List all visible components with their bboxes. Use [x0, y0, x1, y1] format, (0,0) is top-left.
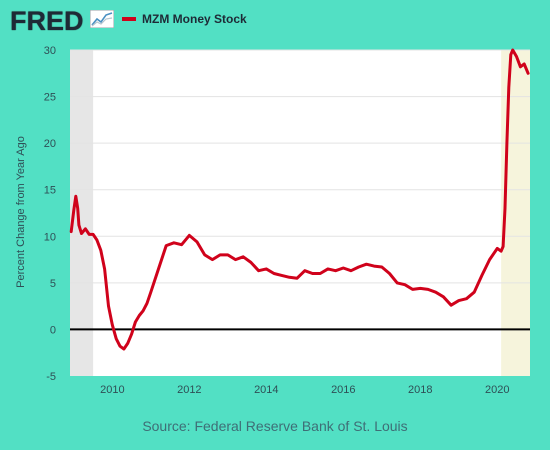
legend-label: MZM Money Stock — [142, 12, 247, 26]
fred-logo-text: FRED — [10, 6, 84, 36]
y-tick-label: 5 — [50, 278, 56, 290]
y-tick-label: 25 — [44, 92, 56, 104]
y-tick-label: -5 — [46, 371, 56, 383]
y-tick-label: 10 — [44, 231, 56, 243]
x-tick-label: 2016 — [331, 384, 355, 396]
x-tick-label: 2018 — [408, 384, 432, 396]
y-tick-label: 20 — [44, 138, 56, 150]
recession-band — [70, 50, 94, 376]
x-tick-label: 2010 — [100, 384, 124, 396]
source-text: Source: Federal Reserve Bank of St. Loui… — [142, 418, 408, 434]
legend: MZM Money Stock — [122, 12, 247, 26]
plot-background — [70, 50, 530, 376]
legend-swatch — [122, 17, 136, 21]
y-tick-label: 30 — [44, 45, 56, 57]
chart-line-icon — [90, 10, 114, 28]
fred-logo[interactable]: FRED — [10, 6, 84, 37]
x-tick-label: 2014 — [254, 384, 278, 396]
series-line-mzm — [69, 48, 530, 351]
x-tick-label: 2012 — [177, 384, 201, 396]
y-tick-label: 15 — [44, 185, 56, 197]
x-tick-label: 2020 — [485, 384, 509, 396]
y-axis-label: Percent Change from Year Ago — [15, 136, 27, 288]
y-tick-label: 0 — [50, 324, 56, 336]
